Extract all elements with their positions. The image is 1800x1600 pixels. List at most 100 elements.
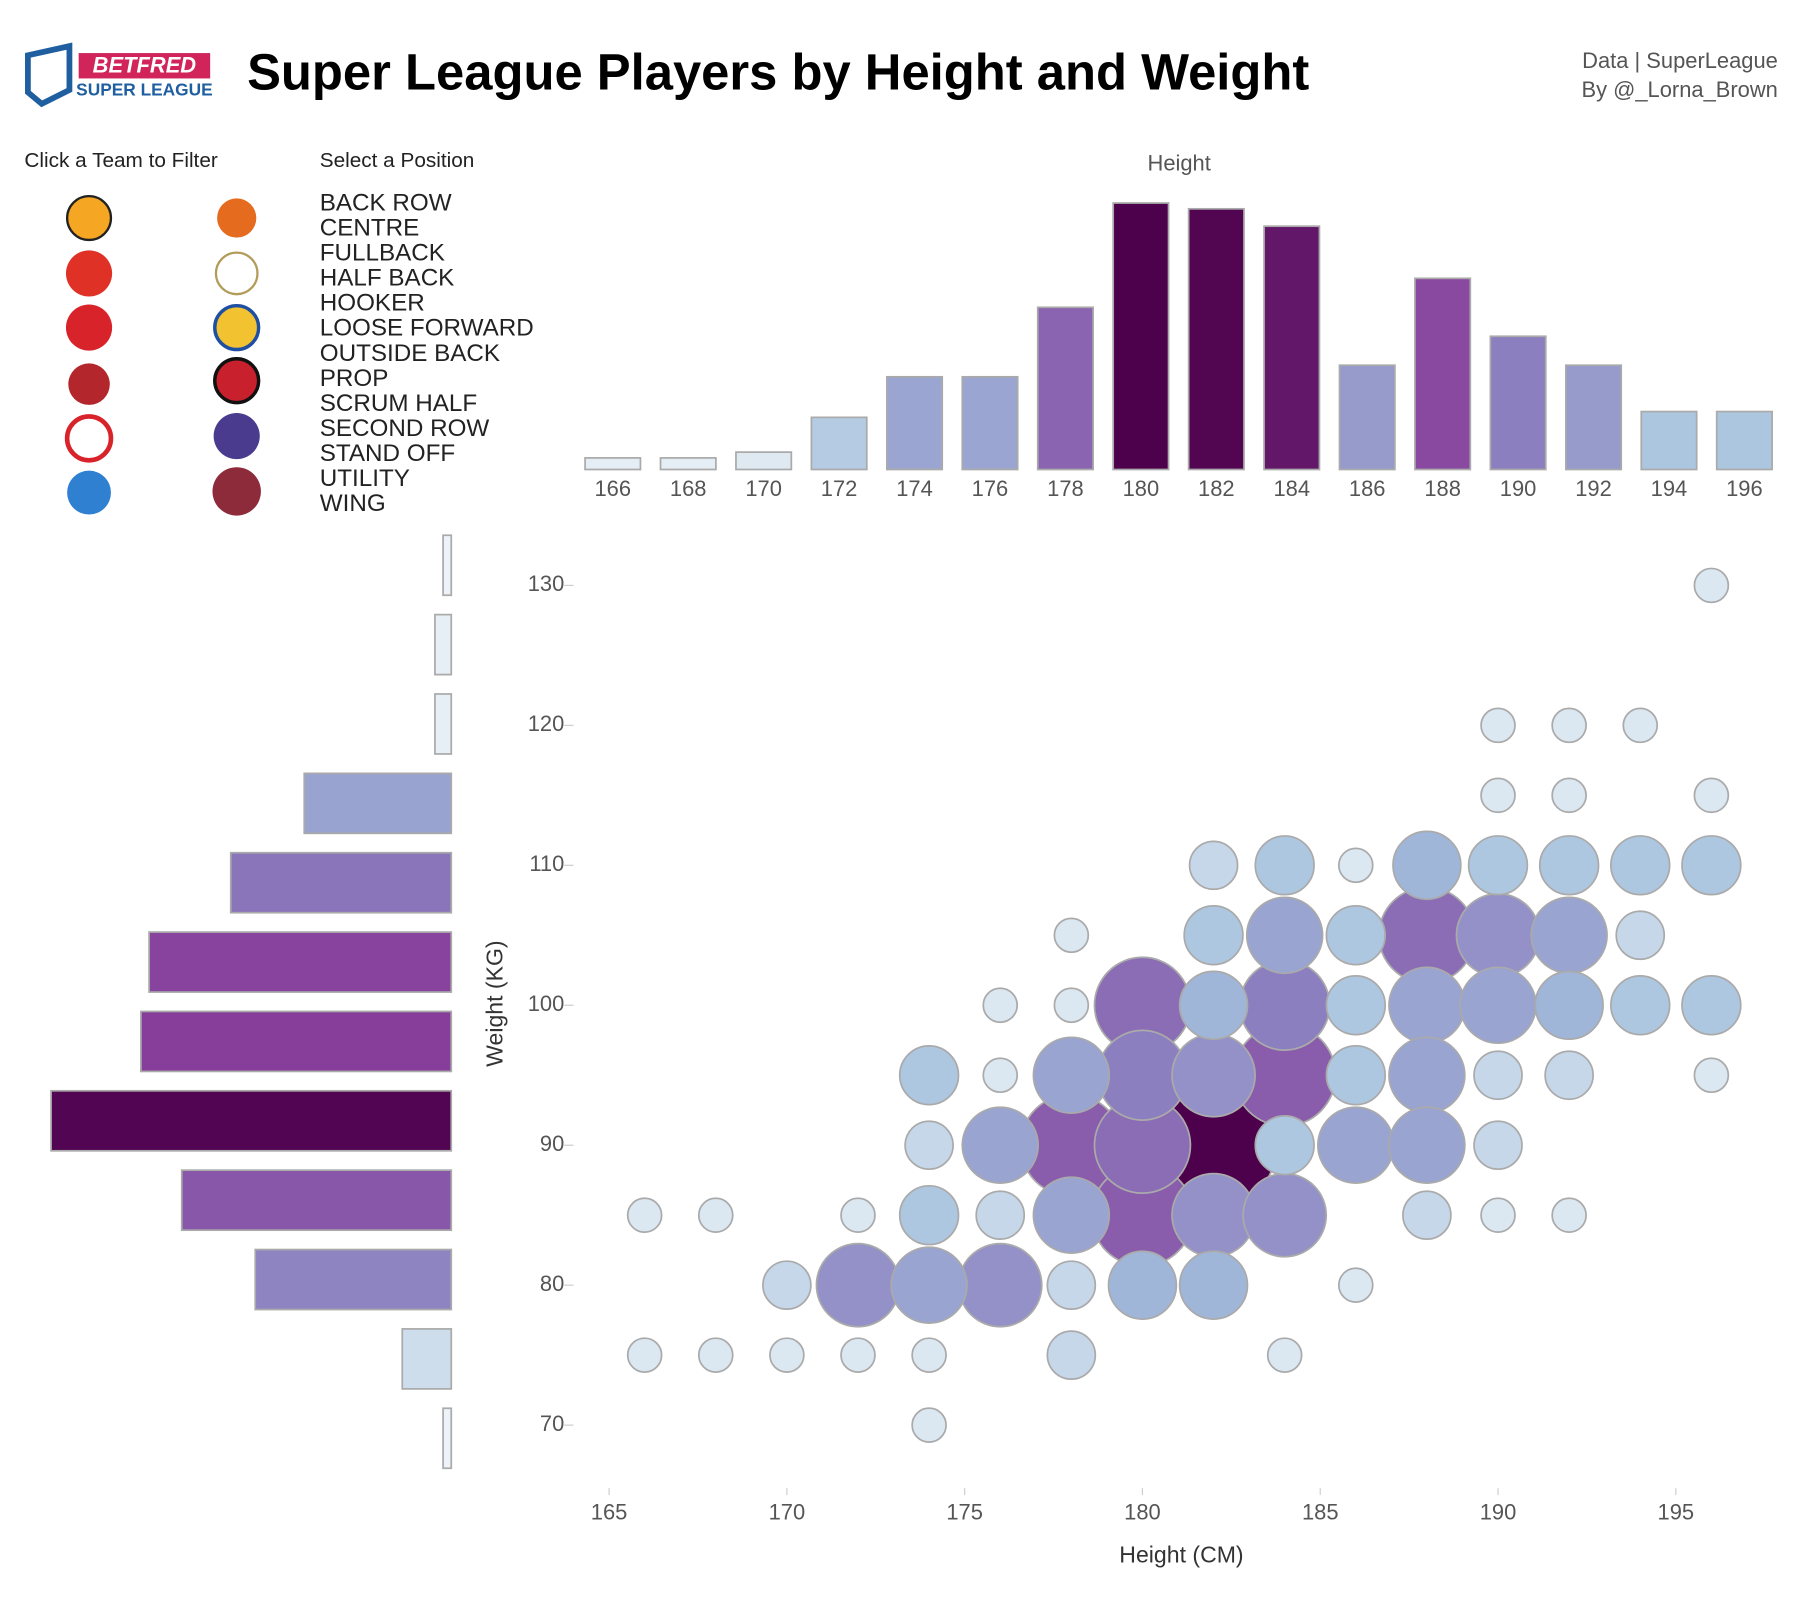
bubble[interactable] bbox=[1610, 835, 1671, 896]
bubble[interactable] bbox=[898, 1184, 960, 1246]
bubble[interactable] bbox=[769, 1337, 805, 1373]
bubble[interactable] bbox=[982, 987, 1019, 1024]
position-option[interactable]: STAND OFF bbox=[320, 440, 455, 467]
bubble[interactable] bbox=[1107, 1250, 1178, 1320]
team-logo[interactable] bbox=[213, 303, 261, 352]
bar[interactable] bbox=[140, 1010, 453, 1073]
team-logo[interactable] bbox=[214, 251, 259, 296]
bubble[interactable] bbox=[1534, 970, 1604, 1041]
bar[interactable] bbox=[1715, 410, 1773, 471]
bar[interactable] bbox=[961, 375, 1019, 471]
bubble[interactable] bbox=[1046, 1260, 1097, 1311]
bubble[interactable] bbox=[961, 1106, 1040, 1184]
position-option[interactable]: WING bbox=[320, 490, 386, 517]
bar[interactable] bbox=[303, 772, 453, 835]
bubble[interactable] bbox=[1032, 1036, 1111, 1115]
bubble[interactable] bbox=[1538, 835, 1600, 896]
position-option[interactable]: CENTRE bbox=[320, 215, 420, 242]
bubble[interactable] bbox=[1053, 987, 1090, 1024]
bubble[interactable] bbox=[1325, 975, 1387, 1036]
bar[interactable] bbox=[1414, 277, 1472, 471]
bubble[interactable] bbox=[898, 1045, 960, 1106]
bubble[interactable] bbox=[840, 1337, 876, 1373]
position-option[interactable]: BACK ROW bbox=[320, 190, 452, 217]
bubble[interactable] bbox=[1388, 1036, 1466, 1115]
position-option[interactable]: UTILITY bbox=[320, 465, 410, 492]
bubble[interactable] bbox=[1455, 892, 1541, 978]
team-logo[interactable] bbox=[68, 363, 110, 405]
bubble[interactable] bbox=[1325, 905, 1387, 966]
bar[interactable] bbox=[229, 851, 453, 914]
bubble[interactable] bbox=[1388, 1106, 1466, 1184]
bubble[interactable] bbox=[1615, 910, 1666, 961]
bubble[interactable] bbox=[1693, 567, 1730, 604]
team-logo[interactable] bbox=[65, 304, 113, 351]
bubble[interactable] bbox=[1325, 1045, 1387, 1106]
bubble[interactable] bbox=[697, 1197, 734, 1234]
bar[interactable] bbox=[735, 451, 793, 471]
team-logo[interactable] bbox=[217, 198, 257, 238]
team-logo[interactable] bbox=[64, 414, 114, 463]
bar[interactable] bbox=[1036, 306, 1094, 471]
team-logo[interactable] bbox=[212, 467, 261, 516]
bar[interactable] bbox=[442, 534, 453, 597]
bubble[interactable] bbox=[1459, 966, 1537, 1045]
bubble[interactable] bbox=[1693, 1057, 1730, 1094]
bubble[interactable] bbox=[1467, 835, 1529, 896]
team-logo[interactable] bbox=[213, 412, 260, 460]
bubble[interactable] bbox=[1392, 830, 1462, 901]
bar[interactable] bbox=[148, 931, 453, 993]
bubble[interactable] bbox=[1188, 840, 1239, 891]
bubble[interactable] bbox=[1480, 707, 1516, 744]
bubble[interactable] bbox=[1544, 1050, 1594, 1101]
bubble[interactable] bbox=[1610, 975, 1671, 1036]
bubble[interactable] bbox=[1032, 1176, 1111, 1254]
bubble[interactable] bbox=[1254, 1114, 1315, 1176]
team-logo[interactable] bbox=[213, 357, 261, 405]
position-option[interactable]: HOOKER bbox=[320, 290, 425, 317]
team-logo[interactable] bbox=[65, 250, 113, 297]
bubble[interactable] bbox=[911, 1407, 947, 1443]
bar[interactable] bbox=[254, 1248, 453, 1311]
bubble[interactable] bbox=[957, 1242, 1043, 1328]
position-option[interactable]: PROP bbox=[320, 365, 389, 392]
bubble[interactable] bbox=[1388, 966, 1466, 1045]
bubble[interactable] bbox=[1551, 777, 1587, 814]
bubble[interactable] bbox=[1254, 835, 1315, 896]
bar[interactable] bbox=[1112, 202, 1170, 471]
position-option[interactable]: HALF BACK bbox=[320, 265, 455, 292]
bubble[interactable] bbox=[1178, 1250, 1249, 1320]
bubble[interactable] bbox=[697, 1337, 734, 1373]
bar[interactable] bbox=[659, 457, 717, 471]
bubble[interactable] bbox=[1551, 1197, 1587, 1234]
bubble[interactable] bbox=[1551, 707, 1587, 744]
bubble[interactable] bbox=[1480, 777, 1516, 814]
bubble[interactable] bbox=[1046, 1330, 1097, 1380]
bar[interactable] bbox=[885, 375, 944, 471]
bubble[interactable] bbox=[1473, 1120, 1523, 1171]
bubble[interactable] bbox=[1402, 1190, 1452, 1241]
bubble[interactable] bbox=[1473, 1050, 1523, 1101]
bubble[interactable] bbox=[626, 1197, 663, 1234]
bubble[interactable] bbox=[1183, 905, 1244, 966]
team-logo[interactable] bbox=[65, 194, 113, 242]
bubble[interactable] bbox=[1171, 1032, 1256, 1118]
position-option[interactable]: SCRUM HALF bbox=[320, 390, 477, 417]
team-logo[interactable] bbox=[67, 470, 111, 515]
bubble[interactable] bbox=[1681, 975, 1742, 1036]
bubble[interactable] bbox=[1245, 896, 1324, 975]
bubble[interactable] bbox=[1317, 1106, 1395, 1184]
bar[interactable] bbox=[1338, 364, 1396, 471]
bubble[interactable] bbox=[890, 1246, 968, 1324]
bubble[interactable] bbox=[1053, 917, 1090, 954]
bar[interactable] bbox=[434, 613, 453, 676]
bar[interactable] bbox=[810, 416, 868, 471]
bar[interactable] bbox=[401, 1328, 453, 1390]
position-option[interactable]: LOOSE FORWARD bbox=[320, 315, 534, 342]
bar[interactable] bbox=[442, 1407, 453, 1470]
bubble[interactable] bbox=[1681, 835, 1742, 896]
bubble[interactable] bbox=[911, 1337, 947, 1373]
position-option[interactable]: OUTSIDE BACK bbox=[320, 340, 500, 367]
bubble[interactable] bbox=[1178, 970, 1249, 1041]
bubble[interactable] bbox=[626, 1337, 663, 1373]
